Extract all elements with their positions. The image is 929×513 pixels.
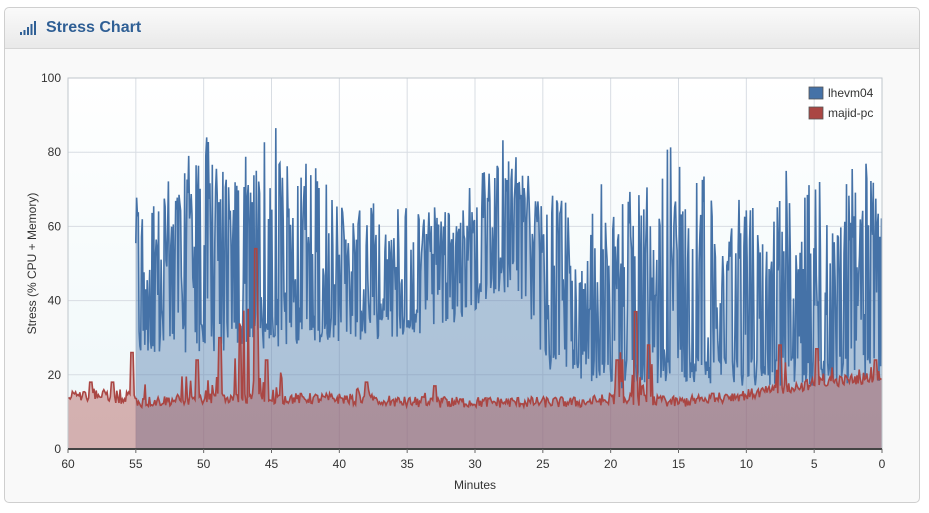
- panel-title: Stress Chart: [46, 19, 142, 36]
- x-tick-label: 20: [604, 457, 618, 471]
- x-tick-label: 35: [400, 457, 414, 471]
- x-tick-label: 25: [536, 457, 550, 471]
- x-tick-label: 5: [811, 457, 818, 471]
- y-tick-label: 60: [48, 219, 62, 233]
- y-tick-label: 20: [48, 368, 62, 382]
- y-tick-label: 40: [48, 294, 62, 308]
- x-tick-label: 55: [129, 457, 143, 471]
- x-tick-label: 30: [468, 457, 482, 471]
- y-tick-label: 80: [48, 145, 62, 159]
- y-axis-label: Stress (% CPU + Memory): [25, 193, 39, 335]
- x-tick-label: 0: [879, 457, 886, 471]
- x-tick-label: 15: [672, 457, 686, 471]
- x-tick-label: 10: [740, 457, 754, 471]
- series-line-lhevm04: [135, 128, 883, 389]
- legend-swatch: [808, 86, 824, 100]
- x-tick-label: 40: [333, 457, 347, 471]
- x-tick-label: 60: [61, 457, 75, 471]
- x-tick-label: 50: [197, 457, 211, 471]
- legend-label: lhevm04: [828, 86, 874, 100]
- panel-header: Stress Chart: [5, 8, 919, 49]
- series-line-majid-pc: [67, 247, 883, 410]
- legend-label: majid-pc: [828, 106, 873, 120]
- y-tick-label: 100: [41, 71, 61, 85]
- signal-bars-icon: [20, 21, 36, 35]
- legend-swatch: [808, 106, 824, 120]
- y-tick-label: 0: [54, 442, 61, 456]
- x-tick-label: 45: [265, 457, 279, 471]
- series-area-majid-pc: [68, 248, 882, 449]
- x-axis-label: Minutes: [454, 478, 496, 492]
